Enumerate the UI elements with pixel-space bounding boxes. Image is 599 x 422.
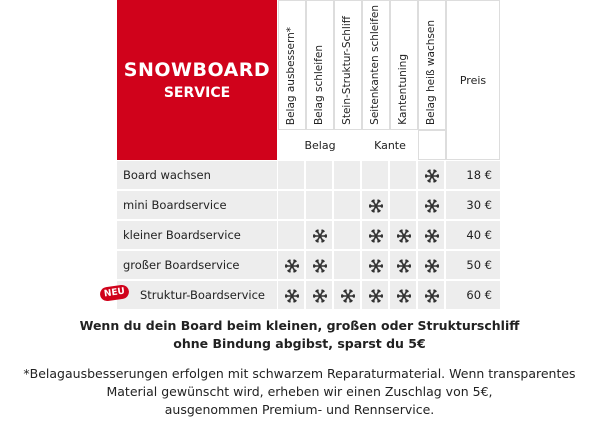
group-label: Kante — [374, 138, 406, 152]
snowflake-icon — [312, 229, 328, 243]
service-cell — [278, 191, 304, 219]
price-header: Preis — [446, 0, 500, 160]
service-cell — [334, 191, 360, 219]
snowflake-icon — [368, 259, 384, 273]
snowflake-icon — [312, 289, 328, 303]
column-header: Kantentuning — [390, 0, 418, 130]
service-cell — [334, 161, 360, 189]
service-cell — [390, 221, 416, 249]
service-cell — [362, 281, 388, 309]
group-label: Belag — [304, 138, 336, 152]
column-header: Belag heiß wachsen — [418, 0, 446, 130]
service-cell — [418, 221, 444, 249]
subtitle: SERVICE — [163, 85, 231, 101]
snowflake-icon — [424, 229, 440, 243]
service-cell — [334, 251, 360, 279]
column-label: Kantentuning — [397, 54, 409, 125]
snowflake-icon — [368, 229, 384, 243]
service-cell — [306, 221, 332, 249]
service-cell — [278, 161, 304, 189]
service-cell — [362, 191, 388, 219]
snowflake-icon — [396, 229, 412, 243]
service-cell — [362, 251, 388, 279]
hero-block: SNOWBOARD SERVICE — [117, 0, 277, 160]
service-cell — [278, 221, 304, 249]
service-cell — [390, 281, 416, 309]
footnote-line: *Belagausbesserungen erfolgen mit schwar… — [23, 366, 576, 381]
service-cell — [390, 191, 416, 219]
row-name: Struktur-Boardservice — [117, 281, 277, 309]
service-cell — [418, 281, 444, 309]
service-cell — [306, 191, 332, 219]
row-name: mini Boardservice — [117, 191, 277, 219]
footnote-line: Material gewünscht wird, erheben wir ein… — [106, 384, 493, 399]
price: 50 € — [446, 251, 500, 279]
service-cell — [362, 221, 388, 249]
service-cell — [306, 161, 332, 189]
service-cell — [390, 251, 416, 279]
title: SNOWBOARD — [123, 59, 271, 81]
snowflake-icon — [340, 289, 356, 303]
row-name: großer Boardservice — [117, 251, 277, 279]
snowflake-icon — [424, 199, 440, 213]
snowflake-icon — [396, 259, 412, 273]
price: 40 € — [446, 221, 500, 249]
notice-line: ohne Bindung abgibst, sparst du 5€ — [173, 336, 426, 351]
column-header: Belag ausbessern* — [278, 0, 306, 130]
service-cell — [418, 191, 444, 219]
snowflake-icon — [284, 259, 300, 273]
column-label: Seitenkanten schleifen — [369, 5, 381, 125]
snowflake-icon — [396, 289, 412, 303]
notice-line: Wenn du dein Board beim kleinen, großen … — [79, 318, 520, 333]
service-cell — [362, 161, 388, 189]
snowflake-icon — [424, 289, 440, 303]
row-name: Board wachsen — [117, 161, 277, 189]
column-label: Belag heiß wachsen — [425, 19, 437, 125]
snowflake-icon — [424, 259, 440, 273]
snowflake-icon — [312, 259, 328, 273]
row-name: kleiner Boardservice — [117, 221, 277, 249]
column-label: Belag schleifen — [313, 44, 325, 125]
price: 18 € — [446, 161, 500, 189]
column-header: Seitenkanten schleifen — [362, 0, 390, 130]
price: 30 € — [446, 191, 500, 219]
service-cell — [418, 251, 444, 279]
snowflake-icon — [368, 289, 384, 303]
service-cell — [306, 281, 332, 309]
column-label: Stein-Struktur-Schliff — [341, 16, 353, 125]
service-cell — [334, 281, 360, 309]
column-header: Stein-Struktur-Schliff — [334, 0, 362, 130]
snowflake-icon — [284, 289, 300, 303]
group-cell — [418, 130, 446, 160]
price: 60 € — [446, 281, 500, 309]
column-header: Belag schleifen — [306, 0, 334, 130]
service-cell — [278, 251, 304, 279]
column-label: Belag ausbessern* — [285, 26, 297, 125]
service-cell — [278, 281, 304, 309]
snowflake-icon — [424, 169, 440, 183]
snowflake-icon — [368, 199, 384, 213]
service-cell — [334, 221, 360, 249]
service-cell — [306, 251, 332, 279]
service-cell — [418, 161, 444, 189]
footnote-line: ausgenommen Premium- und Rennservice. — [164, 402, 435, 417]
service-cell — [390, 161, 416, 189]
